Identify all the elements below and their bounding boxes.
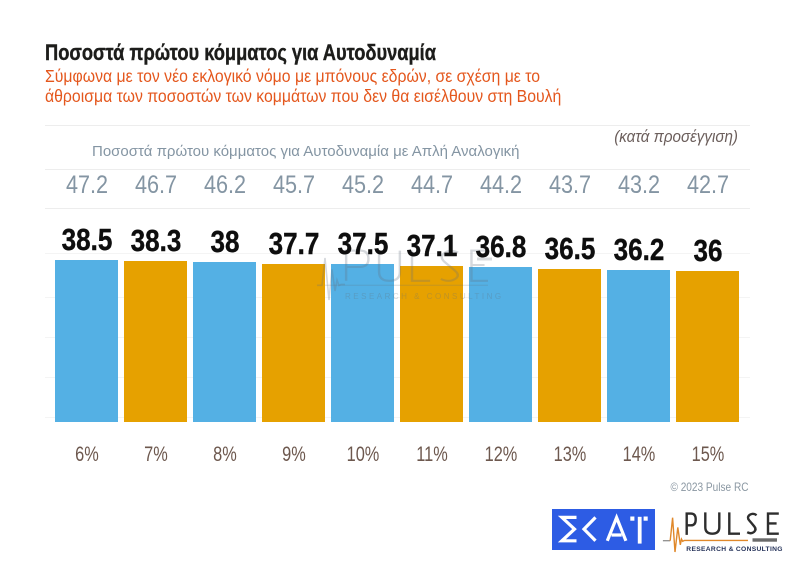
svg-text:RESEARCH & CONSULTING: RESEARCH & CONSULTING (686, 546, 783, 553)
svg-text:RESEARCH & CONSULTING: RESEARCH & CONSULTING (345, 292, 504, 301)
